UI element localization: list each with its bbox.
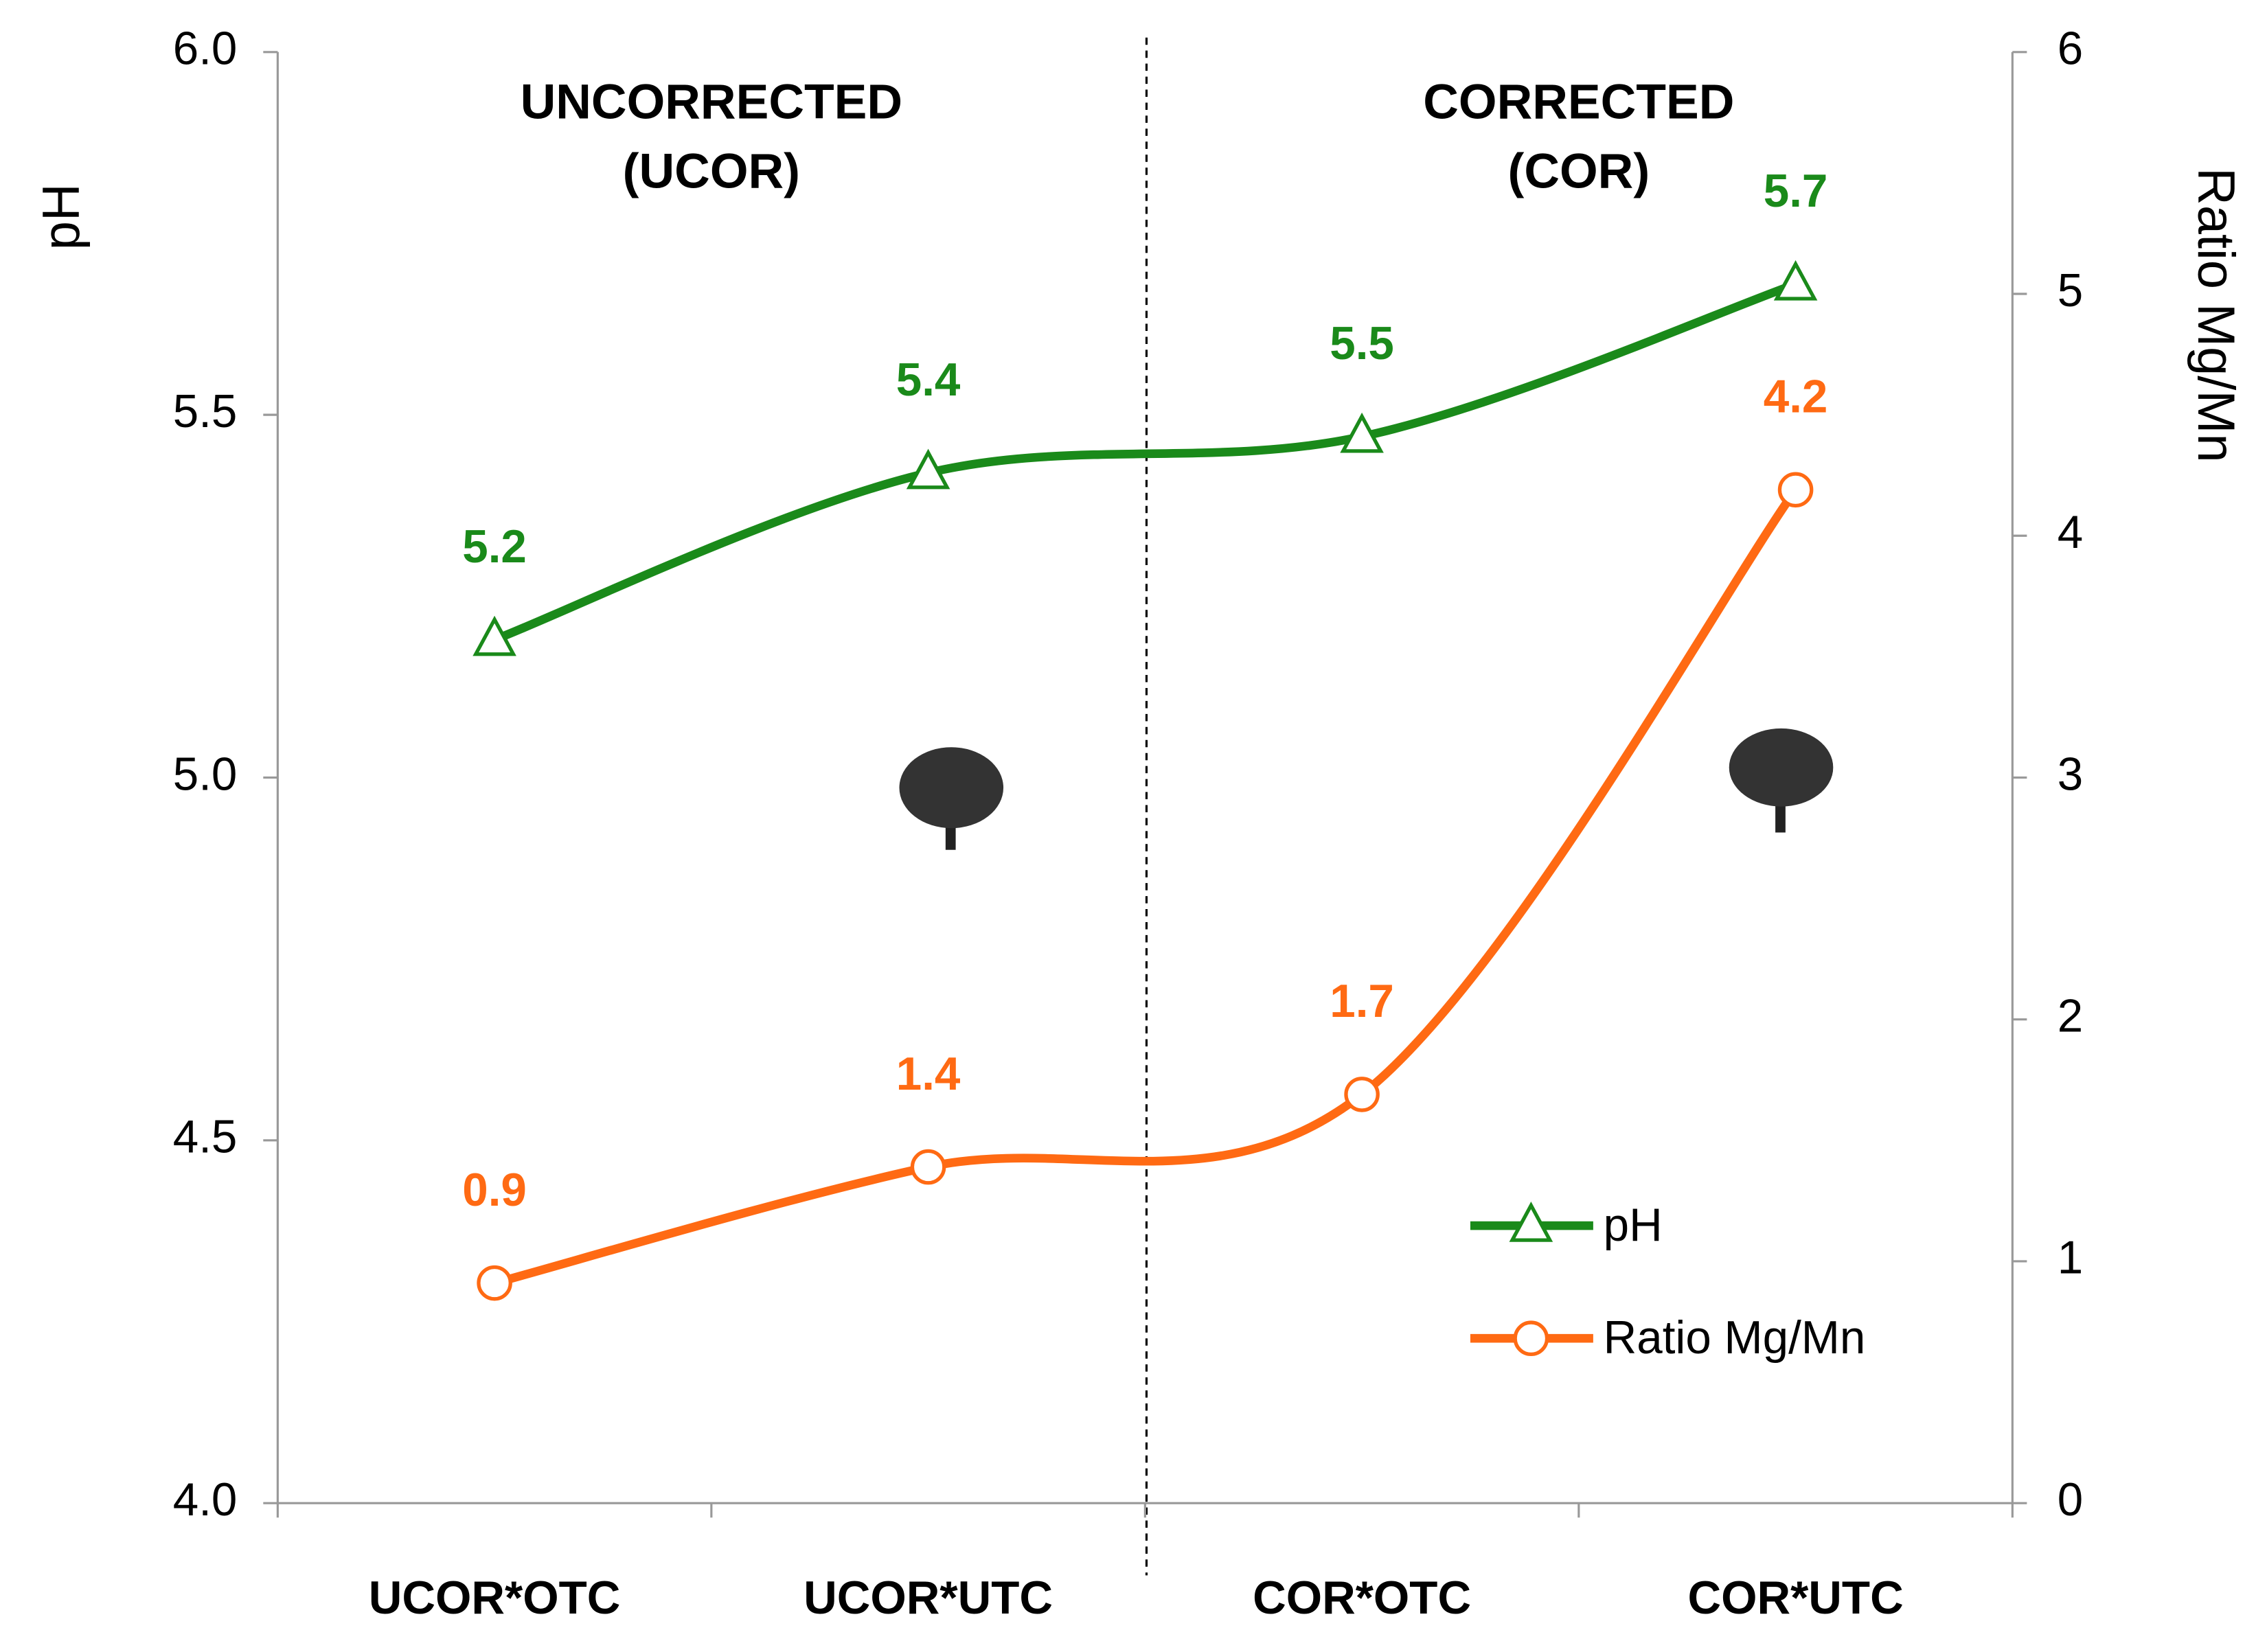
y2-tick-label: 6 (2058, 23, 2083, 75)
y2-tick-label: 1 (2058, 1232, 2083, 1284)
data-label: 1.4 (896, 1048, 961, 1100)
data-point (472, 615, 516, 656)
data-label: 1.7 (1330, 976, 1394, 1027)
data-label: 5.4 (896, 354, 961, 406)
data-label: 4.2 (1764, 371, 1828, 423)
annotation: CORRECTED (1423, 75, 1734, 130)
legend-label: pH (1604, 1200, 1663, 1251)
data-label: 5.5 (1330, 318, 1394, 369)
tree-icon (899, 728, 1834, 850)
data-point (1773, 260, 1818, 301)
y2-axis-label: Ratio Mg/Mn (2187, 168, 2245, 462)
legend-marker (1513, 1320, 1549, 1357)
data-point (910, 1149, 946, 1185)
y-tick-label: 4.0 (173, 1474, 238, 1526)
y-axis-label: pH (32, 183, 91, 250)
legend-marker (1509, 1202, 1553, 1242)
x-tick-label: UCOR*OTC (369, 1572, 621, 1624)
data-label: 5.2 (462, 521, 527, 573)
y2-tick-label: 5 (2058, 265, 2083, 317)
y2-tick-label: 4 (2058, 507, 2083, 558)
y2-tick-label: 0 (2058, 1474, 2083, 1526)
data-point (1777, 472, 1814, 508)
series-line (492, 279, 1797, 644)
y-tick-label: 5.0 (173, 748, 238, 800)
data-point (477, 1265, 512, 1301)
data-point (1344, 1077, 1380, 1112)
data-label: 5.7 (1764, 165, 1828, 217)
y-tick-label: 6.0 (173, 23, 238, 75)
x-tick-label: COR*OTC (1253, 1572, 1471, 1624)
x-tick-label: COR*UTC (1687, 1572, 1903, 1624)
data-point (1340, 412, 1384, 453)
legend-label: Ratio Mg/Mn (1604, 1312, 1866, 1364)
annotation: UNCORRECTED (521, 75, 902, 130)
data-label: 0.9 (462, 1165, 527, 1216)
x-tick-label: UCOR*UTC (804, 1572, 1053, 1624)
y2-tick-label: 3 (2058, 748, 2083, 800)
annotation: (COR) (1508, 144, 1650, 199)
data-point (906, 448, 950, 490)
y-tick-label: 5.5 (173, 386, 238, 437)
y2-tick-label: 2 (2058, 991, 2083, 1042)
annotation: (UCOR) (623, 144, 800, 199)
series-line (493, 487, 1799, 1287)
y-tick-label: 4.5 (173, 1112, 238, 1163)
